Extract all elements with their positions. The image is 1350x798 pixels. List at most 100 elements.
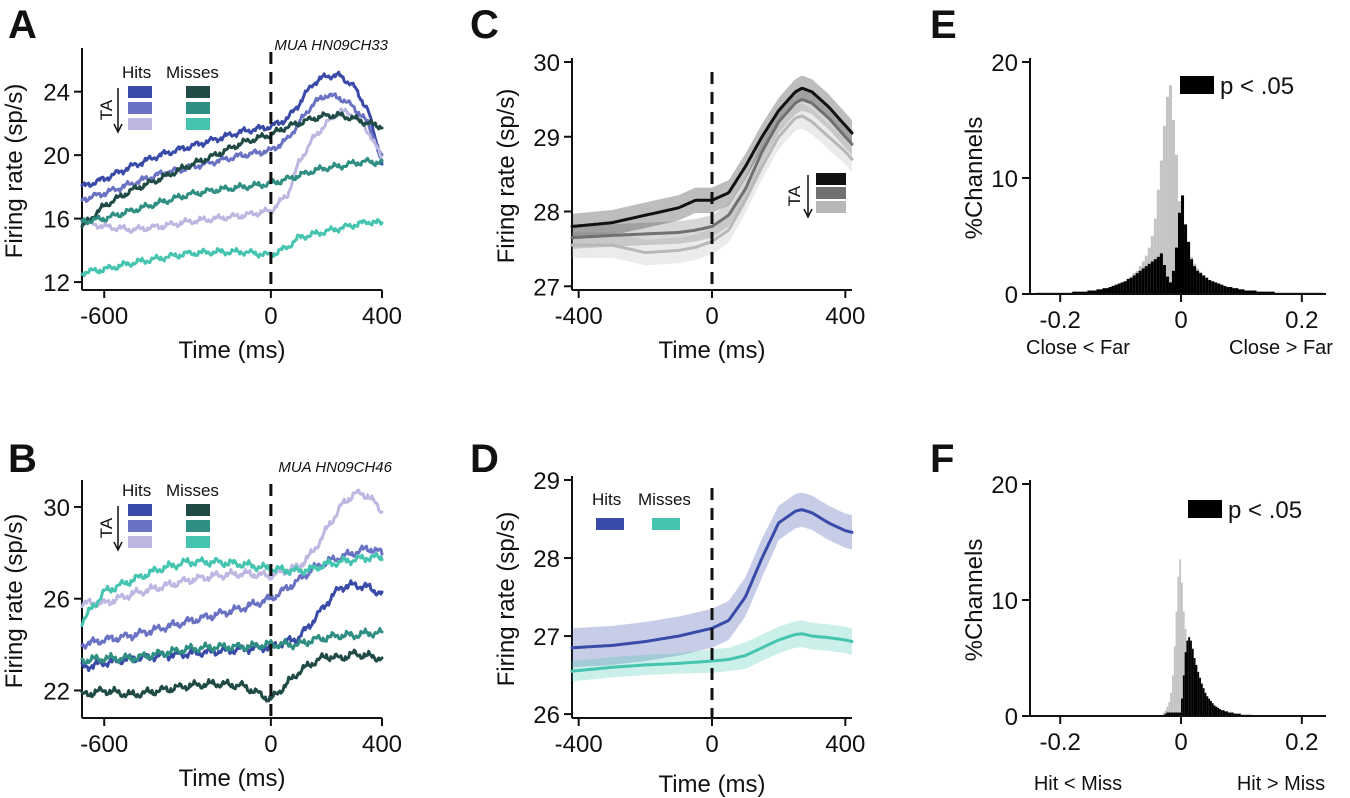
hist-bar-significant — [1190, 640, 1192, 716]
hist-bar-significant — [1229, 712, 1232, 716]
hist-bar-all — [1171, 675, 1174, 716]
hist-bar-significant — [1126, 278, 1130, 294]
panel-letter-c: C — [470, 3, 499, 47]
x-axis-label-left: Hit < Miss — [1034, 773, 1122, 795]
hist-bar-significant — [1220, 710, 1223, 716]
panel-a: 12 16 20 24 -600 0 400 Time (ms) Firing rate (sp… — [1, 37, 402, 364]
x-tick-label: 400 — [362, 731, 402, 758]
x-tick-label: -0.2 — [1040, 307, 1081, 334]
legend-swatch-misses-dark — [186, 504, 210, 516]
hist-bar-significant — [1190, 259, 1194, 294]
y-axis-label: Firing rate (sp/s) — [493, 89, 520, 264]
series-line-hits-high-ta — [80, 70, 384, 188]
legend-swatch-hits-mid — [128, 520, 152, 532]
hist-bar-significant — [1186, 640, 1189, 716]
hist-bar-significant — [1090, 290, 1094, 294]
hist-bar-significant — [1226, 287, 1230, 294]
x-tick-label: 0 — [264, 303, 277, 330]
x-tick-label: -600 — [80, 303, 128, 330]
hist-bar-significant — [1072, 291, 1076, 294]
hist-bar-significant — [1178, 212, 1182, 294]
hist-bar-significant — [1229, 287, 1233, 294]
legend-swatch-hits-mid — [128, 102, 152, 114]
hist-bar-all — [1153, 218, 1157, 294]
hist-bar-significant — [1138, 270, 1142, 294]
y-tick-label: 10 — [991, 588, 1018, 615]
legend-label: p < .05 — [1228, 497, 1302, 524]
hist-bar-significant — [1223, 285, 1227, 294]
legend-swatch-significant — [1180, 76, 1214, 94]
hist-bar-significant — [1087, 290, 1091, 294]
legend-misses-label: Misses — [638, 490, 691, 509]
hist-bar-all — [1171, 120, 1175, 294]
hist-bar-significant — [1187, 241, 1191, 294]
hist-bar-significant — [1193, 658, 1196, 716]
hist-bar-significant — [1191, 648, 1194, 716]
hist-bar-all — [1174, 154, 1178, 294]
hist-bar-significant — [1193, 266, 1197, 294]
y-tick-label: 22 — [43, 678, 70, 705]
hist-bar-significant — [1256, 291, 1260, 294]
x-tick-label: -0.2 — [1040, 729, 1081, 756]
hist-bar-significant — [1147, 263, 1151, 294]
hist-bar-significant — [1141, 268, 1145, 294]
hist-bar-significant — [1123, 281, 1127, 294]
hist-bar-significant — [1153, 259, 1157, 294]
hist-bar-all — [1162, 712, 1165, 716]
x-axis-label-right: Hit > Miss — [1237, 773, 1325, 795]
hist-bar-significant — [1108, 287, 1112, 294]
hist-bar-all — [1162, 125, 1166, 294]
y-tick-label: 20 — [991, 472, 1018, 499]
series-line-misses-high-ta — [80, 648, 384, 703]
hist-bar-significant — [1211, 703, 1214, 716]
x-axis-label: Time (ms) — [178, 765, 285, 792]
hist-bar-significant — [1162, 265, 1166, 294]
y-axis-label: %Channels — [961, 117, 988, 240]
hist-bar-significant — [1200, 683, 1203, 716]
panel-letter-f: F — [930, 437, 954, 481]
y-tick-label: 27 — [533, 624, 560, 651]
hist-bar-all — [1173, 646, 1176, 716]
hist-bar-significant — [1206, 696, 1209, 716]
legend-swatch-hits-light — [128, 118, 152, 130]
hist-bar-significant — [1129, 277, 1133, 294]
legend-swatch-misses-light — [186, 536, 210, 548]
y-tick-label: 26 — [533, 702, 560, 729]
hist-bar-significant — [1168, 712, 1171, 716]
y-axis-label: Firing rate (sp/s) — [493, 512, 520, 687]
y-tick-label: 27 — [533, 274, 560, 301]
hist-bar-significant — [1196, 270, 1200, 294]
hist-bar-significant — [1233, 713, 1236, 716]
hist-bar-significant — [1241, 289, 1245, 294]
x-axis-label: Time (ms) — [178, 337, 285, 364]
panel-letter-b: B — [8, 437, 37, 481]
legend-swatch-misses — [652, 518, 680, 530]
hist-bar-all — [1181, 582, 1183, 716]
ta-arrow-head — [113, 541, 123, 552]
hist-bar-significant — [1150, 261, 1154, 294]
legend-swatch-misses-mid — [186, 520, 210, 532]
hist-bar-significant — [1170, 712, 1172, 716]
hist-bar-significant — [1135, 273, 1139, 294]
hist-bar-significant — [1213, 705, 1216, 716]
hist-bar-significant — [1262, 291, 1266, 294]
hist-bar-significant — [1174, 247, 1178, 294]
hist-bar-significant — [1081, 291, 1085, 294]
y-tick-label: 0 — [1005, 282, 1018, 309]
hist-bar-significant — [1204, 692, 1207, 716]
hist-bar-significant — [1228, 712, 1230, 716]
ta-label: TA — [97, 99, 116, 120]
hist-bar-significant — [1265, 291, 1269, 294]
x-tick-label: 0 — [264, 731, 277, 758]
y-tick-label: 20 — [43, 143, 70, 170]
y-tick-label: 28 — [533, 546, 560, 573]
hist-bar-all — [1165, 96, 1169, 294]
legend-misses-label: Misses — [166, 481, 219, 500]
legend-hits-label: Hits — [122, 481, 151, 500]
ci-band-light — [572, 103, 852, 266]
hist-bar-significant — [1144, 266, 1148, 294]
series-line-misses-mid-ta — [80, 156, 384, 226]
hist-bar-significant — [1239, 713, 1241, 716]
y-tick-label: 28 — [533, 200, 560, 227]
